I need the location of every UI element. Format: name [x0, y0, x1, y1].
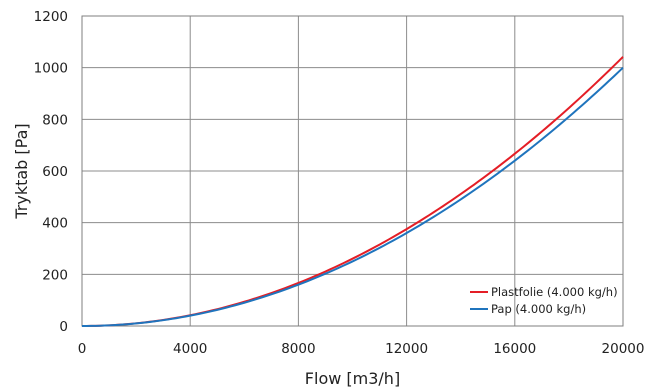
- y-tick-label: 800: [42, 112, 68, 128]
- x-tick-label: 16000: [493, 341, 536, 357]
- legend-entry-label: Plastfolie (4.000 kg/h): [491, 285, 618, 299]
- x-tick-label: 0: [78, 341, 87, 357]
- x-tick-label: 8000: [281, 341, 315, 357]
- x-axis-tick-labels: 0 4000 8000 12000 16000 20000: [78, 341, 645, 357]
- x-tick-label: 12000: [385, 341, 428, 357]
- x-axis-title: Flow [m3/h]: [305, 369, 400, 388]
- plot-area-frame: [81, 15, 624, 327]
- y-tick-label: 400: [42, 216, 68, 232]
- y-tick-label: 1000: [34, 61, 68, 77]
- y-tick-label: 200: [42, 267, 68, 283]
- x-tick-label: 20000: [602, 341, 645, 357]
- y-tick-label: 1200: [34, 9, 68, 25]
- y-axis-title: Tryktab [Pa]: [12, 123, 31, 219]
- y-axis-tick-labels: 0 200 400 600 800 1000 1200: [34, 9, 68, 335]
- series-line-2: [81, 66, 624, 327]
- y-tick-label: 0: [59, 319, 68, 335]
- x-tick-label: 4000: [173, 341, 207, 357]
- series-lines: [81, 56, 624, 327]
- y-tick-label: 600: [42, 164, 68, 180]
- legend: Plastfolie (4.000 kg/h) Pap (4.000 kg/h): [470, 285, 618, 316]
- legend-entry-label: Pap (4.000 kg/h): [491, 302, 586, 316]
